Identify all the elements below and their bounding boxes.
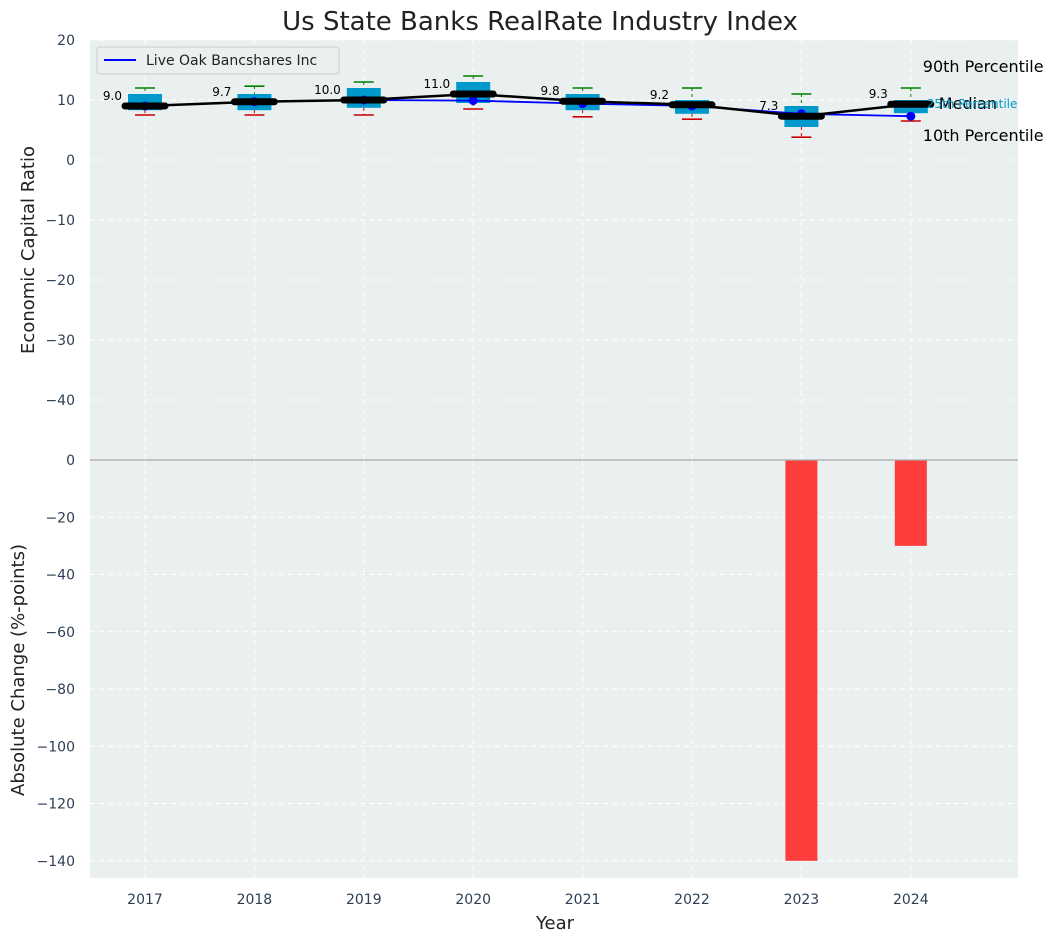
change-bar (894, 460, 927, 546)
x-tick-label: 2020 (455, 892, 491, 908)
median-value-label: 9.8 (541, 84, 560, 98)
median-value-label: 9.0 (103, 89, 122, 103)
company-point (906, 111, 916, 121)
x-tick-label: 2022 (674, 892, 710, 908)
median-value-label: 9.2 (650, 88, 669, 102)
x-tick-label: 2023 (784, 892, 820, 908)
bottom-y-tick-label: −80 (45, 682, 75, 698)
x-tick-label: 2019 (346, 892, 382, 908)
top-y-tick-label: −30 (45, 333, 75, 349)
bottom-y-tick-label: −60 (45, 625, 75, 641)
top-panel: 20 10 0 −10 −20 −30 −40 9.0 9.7 10.0 11.0 9.8 9.2 7.3… (45, 33, 1044, 460)
legend-company-label: Live Oak Bancshares Inc (146, 53, 317, 69)
bottom-plot-area (90, 460, 1018, 878)
annotation-10th: 10th Percentile (923, 126, 1044, 145)
bottom-y-tick-label: −20 (45, 510, 75, 526)
top-y-tick-label: −40 (45, 393, 75, 409)
bottom-y-tick-label: 0 (66, 453, 75, 469)
top-y-axis-label: Economic Capital Ratio (18, 146, 39, 354)
median-value-label: 7.3 (759, 99, 778, 113)
top-y-tick-label: −20 (45, 273, 75, 289)
annotation-median: Median (939, 94, 997, 113)
bottom-y-tick-label: −100 (37, 739, 75, 755)
bottom-y-tick-label: −140 (37, 854, 75, 870)
bottom-y-tick-label: −40 (45, 568, 75, 584)
top-y-tick-label: 0 (66, 153, 75, 169)
median-value-label: 10.0 (314, 83, 341, 97)
median-value-label: 11.0 (423, 77, 450, 91)
annotation-25th: 25th Percentile (927, 97, 1018, 111)
x-tick-label: 2021 (565, 892, 601, 908)
bottom-panel: 2017 2018 2019 2020 2021 2022 2023 2024 0 −20 −40 −… (37, 453, 1018, 908)
company-point (468, 96, 478, 106)
chart-title: Us State Banks RealRate Industry Index (282, 7, 798, 37)
top-y-tick-label: 20 (57, 33, 75, 49)
x-tick-label: 2017 (127, 892, 163, 908)
x-tick-label: 2018 (237, 892, 273, 908)
x-tick-label: 2024 (893, 892, 929, 908)
median-value-label: 9.7 (212, 85, 231, 99)
annotation-90th: 90th Percentile (923, 57, 1044, 76)
bottom-y-tick-label: −120 (37, 797, 75, 813)
x-axis-label: Year (535, 913, 575, 934)
top-y-tick-label: 10 (57, 93, 75, 109)
top-y-tick-label: −10 (45, 213, 75, 229)
median-value-label: 9.3 (869, 87, 888, 101)
legend-box (96, 46, 340, 75)
change-bar (785, 460, 818, 861)
bottom-y-axis-label: Absolute Change (%-points) (8, 544, 29, 796)
